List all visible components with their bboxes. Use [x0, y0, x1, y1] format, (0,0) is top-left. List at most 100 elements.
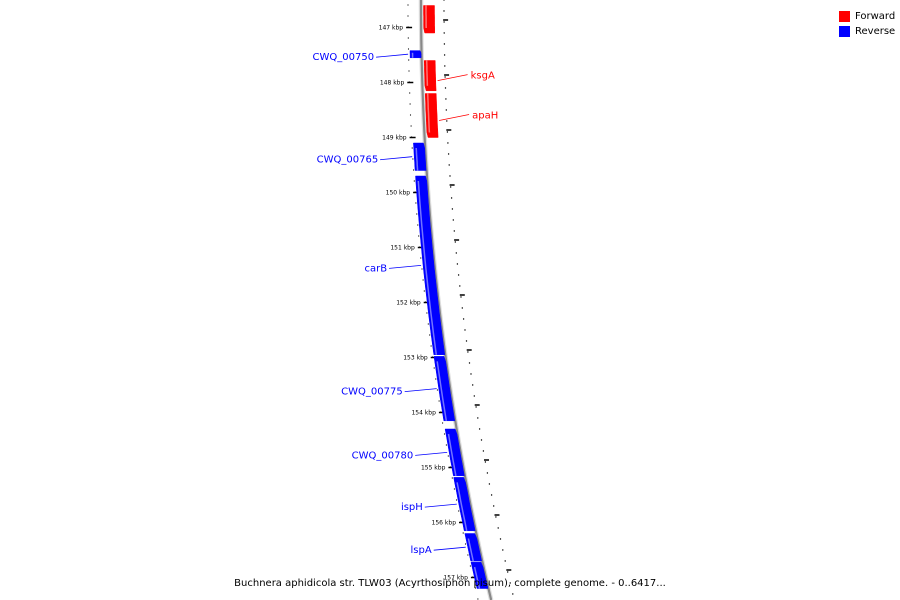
gene-arrow-cwq_00780[interactable]: [444, 428, 465, 477]
ruler-label: 154 kbp: [411, 410, 436, 417]
outer-ruler-dot: [468, 362, 471, 364]
outer-ruler-dot: [477, 417, 479, 419]
gene-arrow-cwq_00775[interactable]: [433, 356, 456, 422]
gene-arrow-highlight: [436, 361, 448, 421]
backbone-line: [419, 0, 493, 600]
inner-ruler-dot: [421, 268, 423, 270]
gene-arrow-highlight: [447, 433, 457, 476]
gene-label: CWQ_00775: [341, 387, 403, 398]
outer-ruler-dot: [443, 43, 446, 45]
inner-ruler-dot: [407, 48, 410, 50]
inner-ruler-dot: [447, 455, 449, 457]
inner-ruler-dot: [443, 433, 446, 435]
inner-ruler-dot: [451, 477, 453, 479]
outer-ruler-dot: [448, 164, 450, 166]
inner-ruler-dot: [423, 290, 425, 292]
inner-ruler-dot: [413, 169, 415, 171]
outer-ruler-dot: [444, 65, 446, 67]
outer-ruler-dot: [462, 318, 465, 320]
gene-leader-line: [433, 546, 466, 551]
gene-arrow-highlight: [456, 482, 468, 531]
inner-ruler-dot: [427, 323, 429, 325]
outer-ruler-dot: [486, 472, 489, 474]
ruler-label: 149 kbp: [382, 135, 407, 142]
outer-ruler-dot: [443, 54, 446, 56]
outer-ruler-dot: [453, 230, 455, 232]
outer-ruler-dot: [464, 329, 466, 331]
inner-ruler-dot: [442, 422, 444, 424]
inner-ruler-dot: [453, 488, 455, 490]
outer-ruler-dot: [444, 76, 446, 78]
legend: Forward Reverse: [839, 9, 895, 39]
inner-ruler-dot: [420, 257, 422, 259]
inner-ruler-dot: [438, 400, 440, 402]
legend-swatch-reverse: [839, 26, 850, 37]
outer-ruler-dot: [443, 10, 445, 12]
gene-arrow-ksga[interactable]: [423, 60, 437, 92]
gene-arrow[interactable]: [423, 5, 435, 34]
ruler-label: 151 kbp: [390, 245, 415, 252]
inner-ruler-dot: [407, 15, 409, 17]
ruler-label: 155 kbp: [421, 465, 446, 472]
gene-leader-line: [380, 156, 413, 161]
gene-leader-line: [404, 388, 437, 392]
gene-arrow-isph[interactable]: [453, 477, 476, 532]
outer-ruler-dot: [450, 186, 452, 188]
outer-ruler-dot: [449, 175, 451, 177]
ruler-label: 157 kbp: [443, 575, 468, 582]
inner-ruler-dot: [426, 312, 428, 314]
outer-ruler-dot: [446, 120, 448, 122]
inner-ruler-dot: [418, 235, 420, 237]
gene-label: lspA: [411, 545, 432, 556]
inner-ruler-dot: [469, 565, 471, 567]
outer-ruler-dot: [473, 395, 475, 397]
inner-ruler-dot: [408, 70, 410, 72]
ruler-label: 147 kbp: [379, 25, 404, 32]
gene-leader-line: [439, 114, 470, 121]
outer-ruler-dot: [447, 142, 449, 144]
outer-ruler-dot: [507, 571, 509, 573]
gene-arrow-cwq_00750[interactable]: [409, 50, 422, 59]
outer-ruler-dot: [455, 252, 457, 254]
outer-ruler-dot: [452, 219, 454, 221]
inner-ruler-dot: [445, 444, 447, 446]
inner-ruler-dot: [410, 125, 412, 127]
inner-ruler-dot: [435, 378, 437, 380]
gene-arrow-highlight: [473, 566, 481, 589]
ruler-label: 150 kbp: [386, 190, 411, 197]
outer-ruler-dot: [472, 384, 474, 386]
outer-ruler-dot: [451, 208, 454, 210]
inner-ruler-dot: [467, 554, 469, 556]
outer-ruler-dot: [460, 296, 462, 298]
legend-swatch-forward: [839, 11, 850, 22]
ruler-label: 156 kbp: [432, 520, 457, 527]
outer-ruler-dot: [490, 494, 493, 496]
inner-ruler-dot: [477, 598, 479, 600]
gene-label: CWQ_00780: [352, 450, 414, 461]
gene-arrow[interactable]: [470, 561, 489, 589]
gene-arrow-apah[interactable]: [424, 93, 439, 138]
inner-ruler-dot: [411, 147, 413, 149]
legend-label-reverse: Reverse: [855, 26, 896, 37]
outer-ruler-dot: [497, 527, 499, 529]
gene-leader-line: [437, 74, 468, 81]
ruler-label: 152 kbp: [396, 300, 421, 307]
inner-ruler-dot: [464, 543, 467, 545]
outer-ruler-dot: [454, 241, 456, 243]
gene-arrow-lspa[interactable]: [464, 533, 483, 562]
outer-ruler-dot: [443, 21, 445, 23]
outer-ruler-dot: [456, 263, 459, 265]
inner-ruler-dot: [409, 92, 411, 94]
outer-ruler-dot: [484, 461, 487, 463]
map-caption: Buchnera aphidicola str. TLW03 (Acyrthos…: [234, 578, 666, 589]
outer-ruler-dot: [447, 153, 450, 155]
gene-arrow-highlight: [417, 180, 438, 355]
gene-label: carB: [364, 263, 387, 274]
gene-arrow-cwq_00765[interactable]: [413, 142, 427, 171]
legend-item-reverse: Reverse: [839, 24, 895, 39]
gene-arrow-carb[interactable]: [415, 175, 446, 355]
outer-ruler-dot: [512, 593, 514, 595]
outer-ruler-dot: [488, 483, 491, 485]
inner-ruler-dot: [408, 59, 410, 61]
